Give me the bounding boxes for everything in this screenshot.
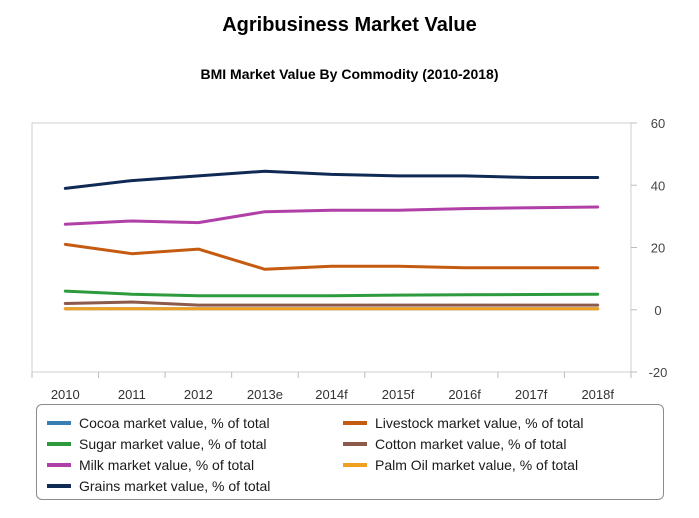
legend-item-grains: Grains market value, % of total	[47, 478, 270, 494]
legend-label: Grains market value, % of total	[79, 478, 271, 494]
legend-label: Milk market value, % of total	[79, 457, 255, 473]
x-tick-label: 2018f	[581, 387, 614, 400]
legend-item-sugar: Sugar market value, % of total	[47, 436, 267, 452]
legend-swatch-cotton	[343, 442, 367, 446]
x-tick-label: 2010	[51, 387, 80, 400]
x-tick-label: 2017f	[515, 387, 548, 400]
legend-label: Cocoa market value, % of total	[79, 415, 270, 431]
legend-swatch-cocoa	[47, 421, 71, 425]
y-tick-label: 0	[654, 303, 661, 318]
series-line-sugar	[63, 289, 600, 298]
line-chart: 60 40 20 0 -20 2010 2011 2012 2013e 2014f 2015f 201…	[31, 116, 668, 400]
series-line-milk	[63, 205, 600, 226]
legend: Cocoa market value, % of total Livestock …	[36, 404, 664, 500]
legend-item-cotton: Cotton market value, % of total	[343, 436, 566, 452]
legend-item-cocoa: Cocoa market value, % of total	[47, 415, 270, 431]
series-line-livestock	[63, 242, 600, 271]
y-tick-label: 20	[651, 241, 665, 256]
x-tick-label: 2014f	[315, 387, 348, 400]
legend-label: Cotton market value, % of total	[375, 436, 567, 452]
legend-swatch-sugar	[47, 442, 71, 446]
legend-label: Livestock market value, % of total	[375, 415, 584, 431]
y-tick-label: 60	[651, 116, 665, 131]
plot-area	[31, 122, 632, 373]
series-line-cotton	[63, 300, 600, 307]
x-tick-label: 2012	[184, 387, 213, 400]
legend-item-milk: Milk market value, % of total	[47, 457, 254, 473]
legend-swatch-grains	[47, 484, 71, 488]
chart-subtitle: BMI Market Value By Commodity (2010-2018…	[200, 66, 499, 82]
x-tick-label: 2015f	[382, 387, 415, 400]
y-tick-label: -20	[649, 365, 668, 380]
legend-item-palm: Palm Oil market value, % of total	[343, 457, 578, 473]
legend-swatch-livestock	[343, 421, 367, 425]
x-tick-label: 2016f	[448, 387, 481, 400]
legend-label: Palm Oil market value, % of total	[375, 457, 579, 473]
chart-title: Agribusiness Market Value	[222, 14, 477, 36]
series-line-grains	[63, 169, 600, 190]
legend-swatch-milk	[47, 463, 71, 467]
y-tick-label: 40	[651, 178, 665, 193]
legend-item-livestock: Livestock market value, % of total	[343, 415, 584, 431]
x-tick-label: 2013e	[247, 387, 283, 400]
legend-label: Sugar market value, % of total	[79, 436, 267, 452]
x-tick-label: 2011	[118, 387, 146, 400]
legend-swatch-palm	[343, 463, 367, 467]
